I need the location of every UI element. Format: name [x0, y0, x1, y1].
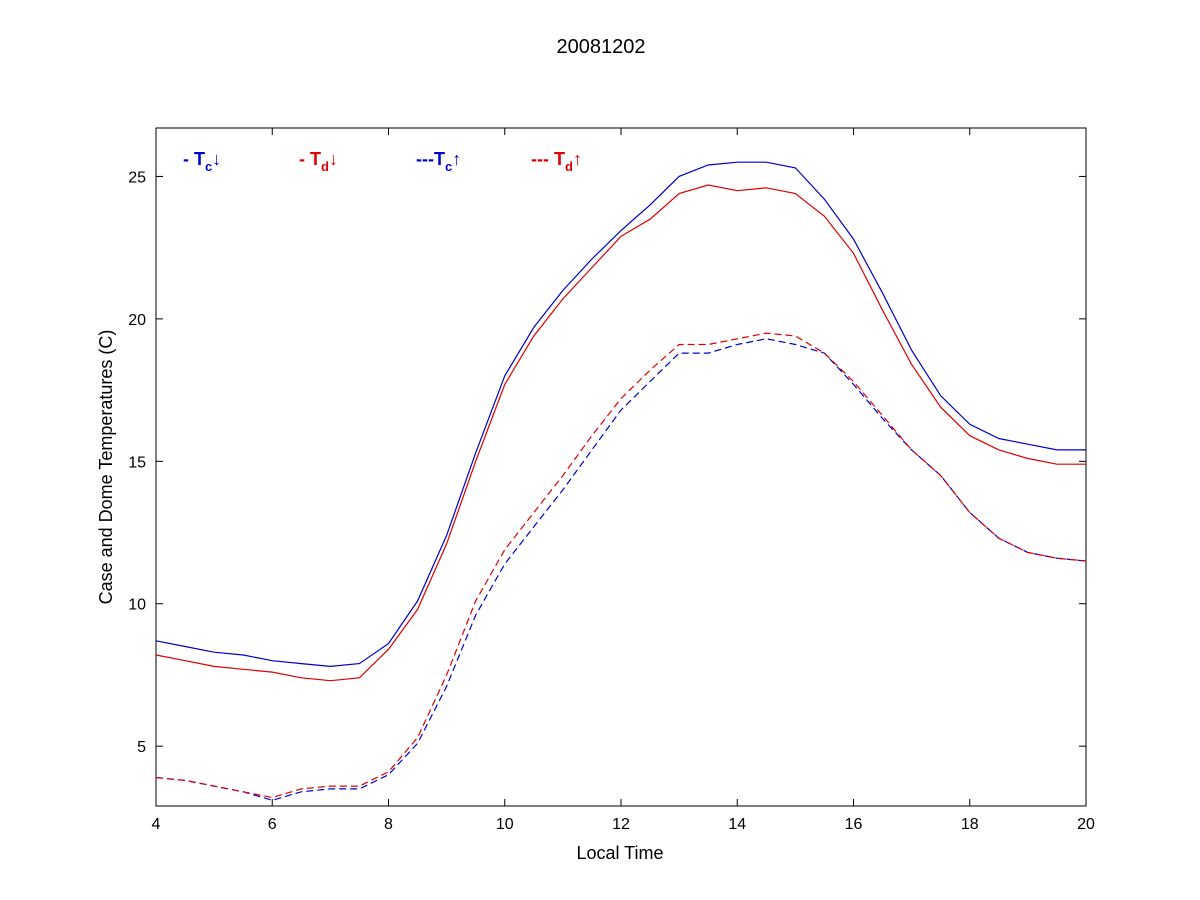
x-tick-label: 12: [612, 816, 630, 833]
legend-subscript: d: [321, 159, 329, 174]
y-tick-label: 20: [128, 312, 146, 329]
legend-entry: - Td↓: [299, 149, 338, 174]
series-layer: [155, 161, 1087, 801]
x-tick-label: 14: [728, 816, 746, 833]
series-line-td_up: [155, 332, 1087, 799]
x-tick-label: 8: [384, 816, 393, 833]
legend-entry: ---Tc↑: [416, 149, 461, 174]
legend-prefix: ---: [416, 149, 434, 169]
x-tick-label: 16: [845, 816, 863, 833]
axis-ticks: 4 6 8 10 12 14 16 18 20 5 10 15 20 25: [128, 128, 1095, 833]
legend-subscript: d: [565, 159, 573, 174]
legend-arrow: ↓: [212, 149, 221, 169]
legend-arrow: ↑: [573, 149, 582, 169]
x-tick-label: 10: [496, 816, 514, 833]
legend-entry: - Tc↓: [183, 149, 221, 174]
x-tick-label: 18: [961, 816, 979, 833]
legend-symbol: T: [554, 149, 565, 169]
x-tick-label: 20: [1077, 816, 1095, 833]
chart-title: 20081202: [557, 36, 646, 58]
y-tick-label: 10: [128, 597, 146, 614]
y-tick-label: 15: [128, 454, 146, 471]
legend-arrow: ↓: [329, 149, 338, 169]
y-axis-title: Case and Dome Temperatures (C): [96, 330, 116, 605]
legend-subscript: c: [205, 159, 212, 174]
legend-symbol: T: [434, 149, 445, 169]
x-tick-label: 4: [152, 816, 161, 833]
series-line-tc_down: [155, 161, 1086, 668]
legend-prefix: -: [299, 149, 310, 169]
y-tick-label: 25: [128, 169, 146, 186]
series-line-td_down: [155, 184, 1086, 682]
plot-area: [155, 127, 1087, 807]
plot-frame: [155, 127, 1087, 807]
x-tick-label: 6: [268, 816, 277, 833]
legend-symbol: T: [310, 149, 321, 169]
legend-subscript: c: [445, 159, 452, 174]
legend-entry: --- Td↑: [531, 149, 582, 174]
legend-prefix: ---: [531, 149, 554, 169]
legend: - Tc↓ - Td↓ ---Tc↑ --- Td↑: [183, 149, 582, 174]
y-tick-label: 5: [137, 739, 146, 756]
legend-prefix: -: [183, 149, 194, 169]
legend-symbol: T: [194, 149, 205, 169]
x-axis-title: Local Time: [576, 843, 663, 863]
legend-arrow: ↑: [452, 149, 461, 169]
